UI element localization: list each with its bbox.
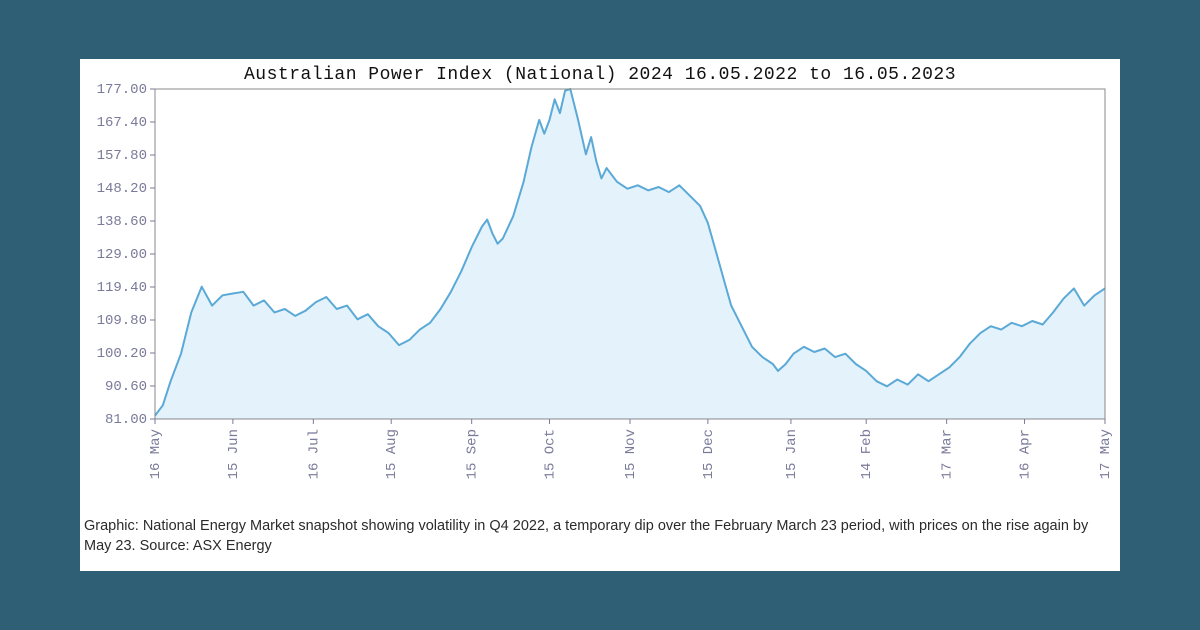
chart-title: Australian Power Index (National) 2024 1…	[80, 65, 1120, 85]
svg-text:16 Jul: 16 Jul	[306, 429, 322, 479]
svg-text:119.40: 119.40	[97, 280, 147, 296]
svg-text:15 Oct: 15 Oct	[543, 429, 559, 479]
svg-text:15 Dec: 15 Dec	[701, 429, 717, 479]
svg-text:157.80: 157.80	[97, 148, 147, 164]
svg-text:90.60: 90.60	[105, 379, 147, 395]
svg-text:17 May: 17 May	[1098, 429, 1114, 479]
line-chart: 81.00 90.60 100.20 109.80 119.40 129.00 138.60…	[80, 59, 1120, 509]
svg-text:15 Jan: 15 Jan	[784, 429, 800, 479]
svg-text:16 Apr: 16 Apr	[1018, 429, 1034, 479]
svg-text:81.00: 81.00	[105, 412, 147, 428]
svg-text:109.80: 109.80	[97, 313, 147, 329]
svg-text:167.40: 167.40	[97, 115, 147, 131]
svg-text:17 Mar: 17 Mar	[940, 429, 956, 479]
svg-text:14 Feb: 14 Feb	[859, 429, 875, 479]
svg-text:129.00: 129.00	[97, 247, 147, 263]
svg-text:15 Jun: 15 Jun	[226, 429, 242, 479]
chart-caption: Graphic: National Energy Market snapshot…	[80, 509, 1120, 570]
svg-text:16 May: 16 May	[148, 429, 164, 479]
svg-text:148.20: 148.20	[97, 181, 147, 197]
chart-card: Australian Power Index (National) 2024 1…	[80, 59, 1120, 570]
svg-text:138.60: 138.60	[97, 214, 147, 230]
svg-text:15 Aug: 15 Aug	[384, 429, 400, 479]
chart-container: Australian Power Index (National) 2024 1…	[80, 59, 1120, 509]
svg-text:100.20: 100.20	[97, 346, 147, 362]
svg-text:15 Nov: 15 Nov	[623, 429, 639, 479]
svg-text:15 Sep: 15 Sep	[465, 429, 481, 479]
